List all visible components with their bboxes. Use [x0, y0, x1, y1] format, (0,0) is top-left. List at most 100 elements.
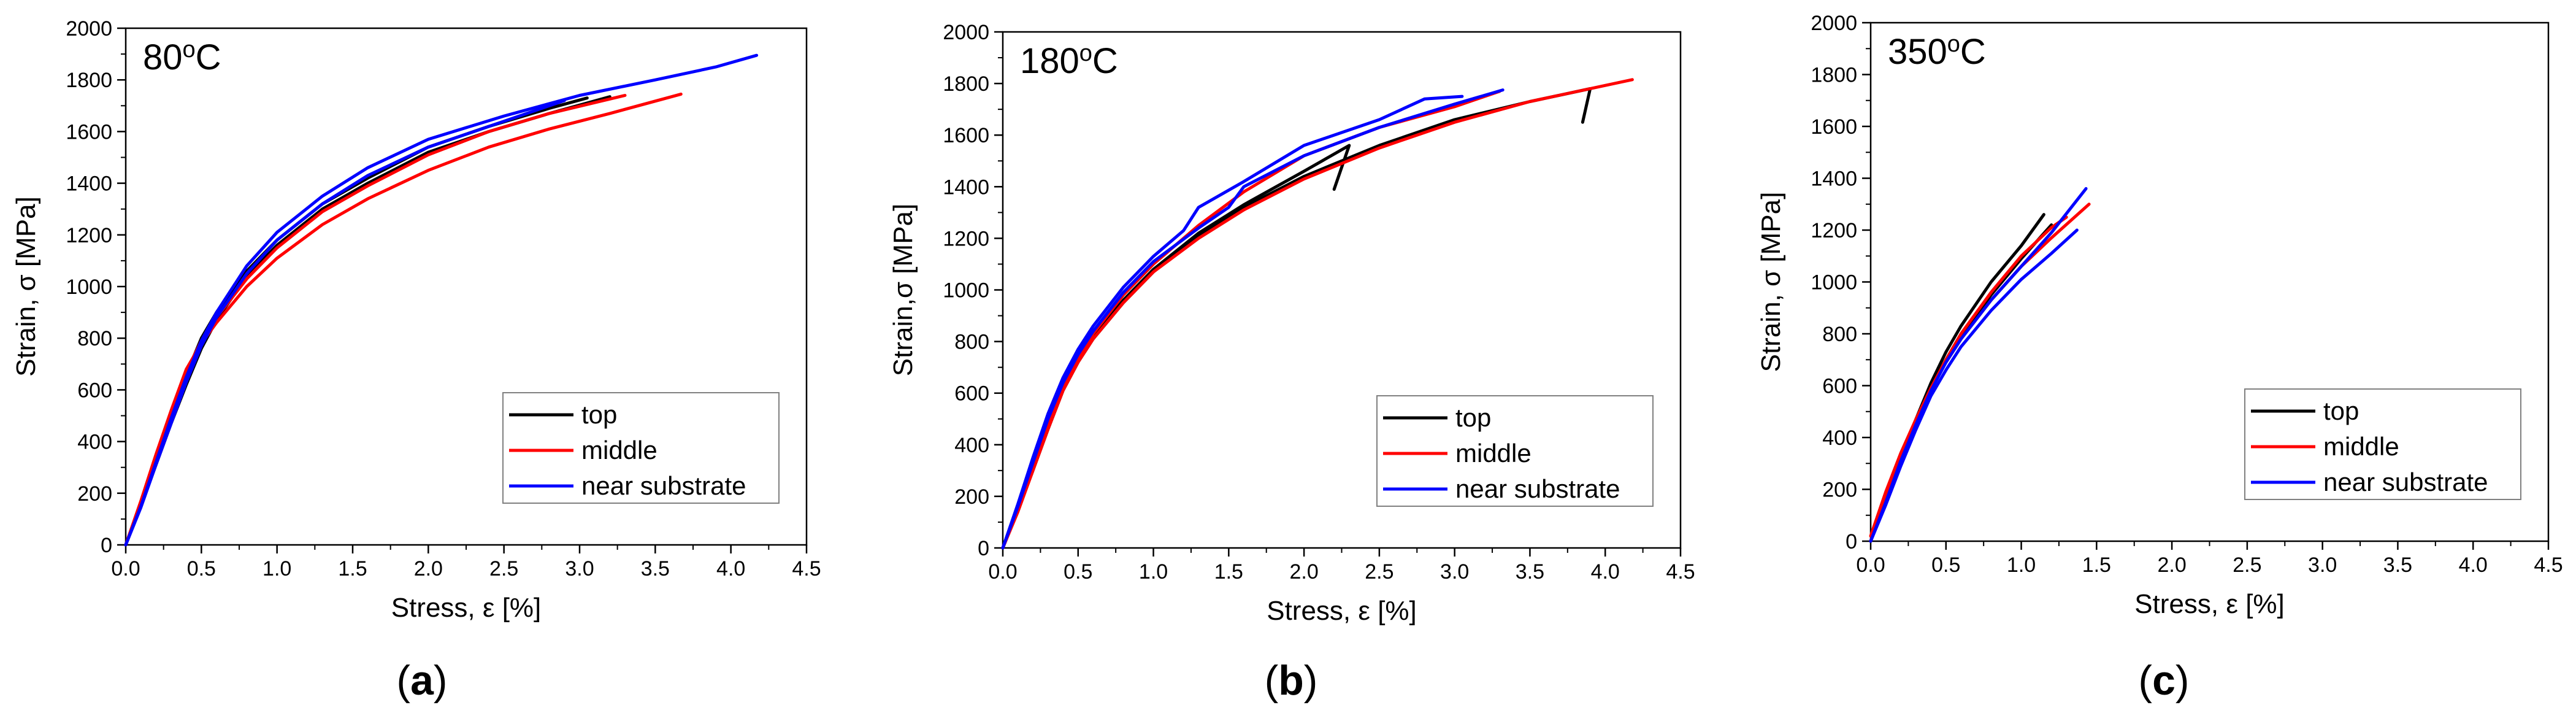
chart-panel-b: 0.0 0.5 1.0 1.5 2.0 2.5 3.0 3.5 4.0 4.5 0 200 400 600… [888, 21, 1695, 704]
panel-title: 350oC [1888, 31, 1986, 72]
y-tick-label: 1800 [1811, 64, 1857, 87]
x-tick-label: 3.5 [1516, 560, 1544, 584]
y-tick-label: 600 [954, 382, 989, 406]
legend-label-middle: middle [2323, 432, 2399, 461]
legend-label-middle: middle [1455, 439, 1531, 468]
panel-caption: (c) [2138, 657, 2189, 704]
legend-label-top: top [1455, 403, 1491, 432]
legend-label-middle: middle [581, 436, 657, 464]
y-tick-label: 2000 [943, 21, 989, 44]
x-tick-label: 1.0 [263, 557, 291, 580]
y-axis-label: Strain, σ [MPa] [1756, 192, 1786, 372]
legend: top middle near substrate [2244, 388, 2521, 500]
y-tick-label: 400 [954, 434, 989, 457]
legend: top middle near substrate [502, 392, 780, 504]
y-tick-label: 800 [77, 327, 112, 350]
x-tick-label: 3.0 [565, 557, 594, 580]
panel-caption: (a) [396, 657, 447, 704]
y-axis-label: Strain, σ [MPa] [11, 196, 41, 377]
series-line-near-substrate [1001, 88, 1505, 550]
x-tick-label: 4.0 [1591, 560, 1620, 584]
x-tick-label: 3.0 [2308, 553, 2337, 577]
series-line-near-substrate [1869, 187, 2088, 543]
y-tick-label: 1600 [943, 124, 989, 147]
x-tick-label: 1.5 [338, 557, 367, 580]
x-tick-label: 3.0 [1440, 560, 1469, 584]
y-tick-label: 800 [954, 331, 989, 354]
series-line-middle [1869, 202, 2091, 538]
y-tick-label: 800 [1822, 323, 1857, 346]
x-tick-label: 0.5 [1064, 560, 1092, 584]
chart-panel-c: 0.0 0.5 1.0 1.5 2.0 2.5 3.0 3.5 4.0 4.5 0 200 400 600… [1756, 12, 2563, 704]
series-line-near-substrate [1001, 94, 1464, 550]
panel-title: 80oC [143, 37, 221, 77]
y-tick-label: 1200 [1811, 219, 1857, 242]
series-line-top [1869, 223, 2053, 543]
x-tick-label: 3.5 [641, 557, 670, 580]
x-tick-label: 4.0 [2459, 553, 2488, 577]
y-tick-label: 600 [77, 379, 112, 402]
legend-label-near-substrate: near substrate [581, 471, 746, 500]
legend: top middle near substrate [1376, 395, 1654, 507]
x-tick-label: 2.0 [414, 557, 443, 580]
series-line-near-substrate [1869, 228, 2079, 543]
series-line-near-substrate [124, 99, 566, 547]
x-tick-label: 0.0 [1856, 553, 1885, 577]
y-tick-label: 400 [1822, 426, 1857, 450]
x-tick-label: 2.0 [2157, 553, 2186, 577]
y-tick-label: 2000 [66, 17, 112, 40]
x-tick-label: 0.0 [988, 560, 1017, 584]
x-axis-label: Stress, ε [%] [2134, 589, 2285, 619]
legend-label-near-substrate: near substrate [2323, 468, 2488, 496]
x-tick-label: 0.5 [187, 557, 216, 580]
x-tick-label: 1.5 [2082, 553, 2111, 577]
y-tick-label: 1400 [66, 172, 112, 196]
x-tick-label: 1.5 [1214, 560, 1243, 584]
x-tick-label: 4.5 [1666, 560, 1695, 584]
x-tick-label: 0.0 [111, 557, 140, 580]
y-tick-label: 1000 [943, 279, 989, 303]
legend-label-near-substrate: near substrate [1455, 474, 1620, 503]
y-tick-label: 1600 [66, 120, 112, 144]
x-axis-label: Stress, ε [%] [1267, 596, 1417, 626]
y-tick-label: 1400 [943, 175, 989, 199]
legend-label-top: top [2323, 396, 2359, 425]
x-tick-label: 0.5 [1931, 553, 1960, 577]
y-tick-label: 1800 [943, 72, 989, 96]
y-tick-label: 200 [77, 482, 112, 506]
y-tick-label: 1000 [66, 276, 112, 299]
x-tick-label: 2.0 [1289, 560, 1318, 584]
x-tick-label: 2.5 [1365, 560, 1393, 584]
x-tick-label: 1.0 [1139, 560, 1168, 584]
y-tick-label: 0 [101, 534, 112, 557]
x-tick-label: 4.5 [2534, 553, 2563, 577]
y-tick-label: 1000 [1811, 271, 1857, 295]
y-axis-label: Strain,σ [MPa] [888, 204, 918, 376]
y-tick-label: 0 [978, 537, 989, 560]
y-tick-label: 1800 [66, 69, 112, 92]
y-tick-label: 1200 [943, 227, 989, 250]
panel-caption: (b) [1265, 657, 1318, 704]
y-tick-label: 200 [1822, 479, 1857, 502]
x-axis-label: Stress, ε [%] [391, 593, 542, 623]
panel-title: 180oC [1020, 40, 1118, 81]
y-tick-label: 1600 [1811, 115, 1857, 139]
chart-panel-a: 0.0 0.5 1.0 1.5 2.0 2.5 3.0 3.5 4.0 4.5 0 200 400 600… [11, 17, 821, 704]
series-line-top [1001, 144, 1351, 550]
y-tick-label: 200 [954, 485, 989, 509]
x-tick-label: 1.0 [2007, 553, 2036, 577]
y-tick-label: 2000 [1811, 12, 1857, 35]
y-tick-label: 1200 [66, 224, 112, 247]
series-line-middle [124, 94, 627, 547]
x-tick-label: 2.5 [2233, 553, 2261, 577]
y-tick-label: 1400 [1811, 168, 1857, 191]
x-tick-label: 3.5 [2383, 553, 2412, 577]
y-tick-label: 600 [1822, 375, 1857, 398]
y-tick-label: 400 [77, 431, 112, 454]
x-tick-label: 2.5 [489, 557, 518, 580]
x-tick-label: 4.0 [716, 557, 745, 580]
x-tick-label: 4.5 [792, 557, 821, 580]
y-tick-label: 0 [1846, 530, 1857, 553]
legend-label-top: top [581, 400, 617, 429]
